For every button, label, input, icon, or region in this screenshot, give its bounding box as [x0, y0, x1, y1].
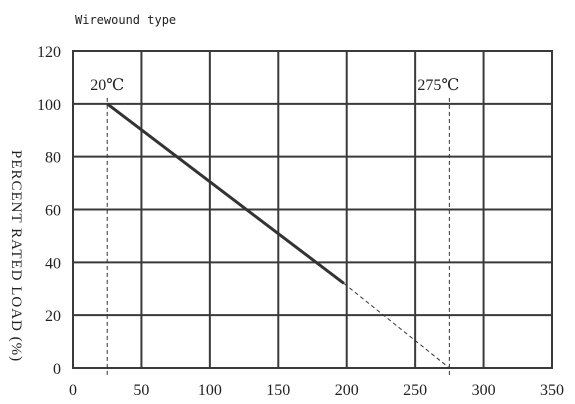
y-tick-label: 40 — [45, 255, 61, 272]
x-tick-label: 300 — [472, 382, 496, 399]
x-tick-label: 50 — [133, 382, 149, 399]
reference-lines: 20℃ 275℃ — [90, 77, 459, 377]
x-tick-label: 350 — [540, 382, 564, 399]
derating-curve — [106, 102, 345, 285]
y-tick-label: 120 — [37, 44, 61, 61]
reference-label: 20℃ — [90, 77, 124, 94]
x-tick-label: 0 — [69, 382, 77, 399]
y-tick-label: 60 — [45, 203, 61, 220]
y-tick-label: 100 — [37, 97, 61, 114]
x-tick-label: 250 — [403, 382, 427, 399]
series-layer — [106, 102, 450, 369]
plot-frame — [72, 50, 553, 369]
y-tick-label: 20 — [45, 308, 61, 325]
x-tick-label: 200 — [335, 382, 359, 399]
x-tick-label: 100 — [198, 382, 222, 399]
y-tick-label: 80 — [45, 150, 61, 167]
derating-curve-extension — [343, 283, 450, 369]
y-tick-labels: 0 20 40 60 80 100 120 — [37, 44, 61, 378]
chart-title: Wirewound type — [75, 13, 176, 27]
y-axis-label: PERCENT RATED LOAD (%) — [8, 150, 24, 362]
y-tick-label: 0 — [53, 361, 61, 378]
reference-label: 275℃ — [417, 77, 459, 94]
x-tick-labels: 0 50 100 150 200 250 300 350 — [69, 382, 564, 399]
x-tick-label: 150 — [266, 382, 290, 399]
grid — [72, 50, 553, 369]
